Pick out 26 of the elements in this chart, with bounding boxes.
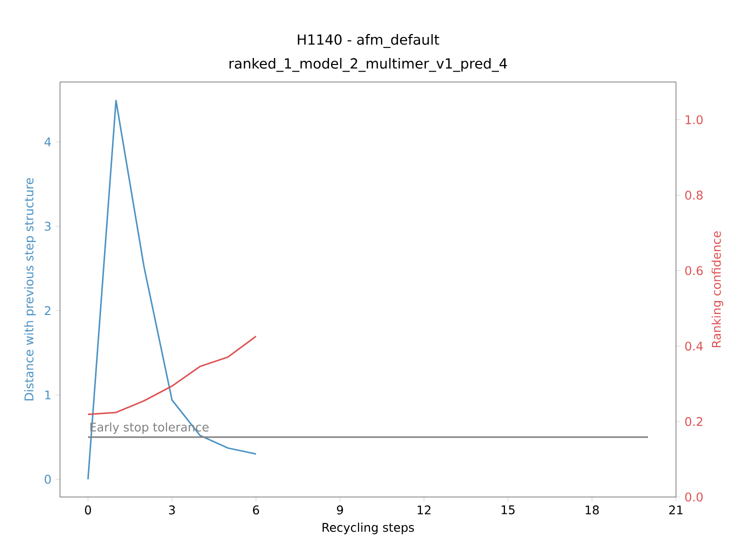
x-tick-label: 21 (669, 505, 683, 514)
x-tick-label: 0 (84, 505, 92, 514)
y2-axis-title: Ranking confidence (712, 231, 724, 348)
x-axis-title: Recycling steps (322, 522, 414, 534)
chart-title: H1140 - afm_default (298, 34, 440, 48)
x-tick-label: 6 (253, 505, 260, 514)
x-tick-label: 9 (336, 505, 343, 514)
line-series (87, 336, 257, 416)
line-series (87, 100, 257, 480)
y-tick-label: 3 (44, 222, 51, 231)
y-tick-label: 4 (44, 138, 51, 146)
y2-tick-label: 0.6 (685, 266, 703, 276)
x-tick-label: 15 (502, 505, 515, 514)
y2-tick-label: 1.0 (686, 115, 703, 124)
x-tick-label: 18 (586, 505, 599, 514)
y2-tick-label: 0.0 (685, 492, 703, 502)
y-axis-title: Distance with previous step structure (24, 178, 36, 400)
chart-subtitle: ranked_1_model_2_multimer_v1_pred_4 (230, 58, 507, 72)
y-tick-label: 2 (44, 306, 50, 316)
x-tick-label: 3 (169, 505, 175, 514)
y2-tick-label: 0.2 (685, 417, 702, 426)
y2-tick-label: 0.8 (685, 190, 703, 200)
y2-tick-label: 0.4 (685, 342, 703, 351)
x-tick-label: 12 (418, 505, 430, 514)
y-tick-label: 0 (44, 474, 51, 484)
y-tick-label: 1 (45, 390, 50, 400)
